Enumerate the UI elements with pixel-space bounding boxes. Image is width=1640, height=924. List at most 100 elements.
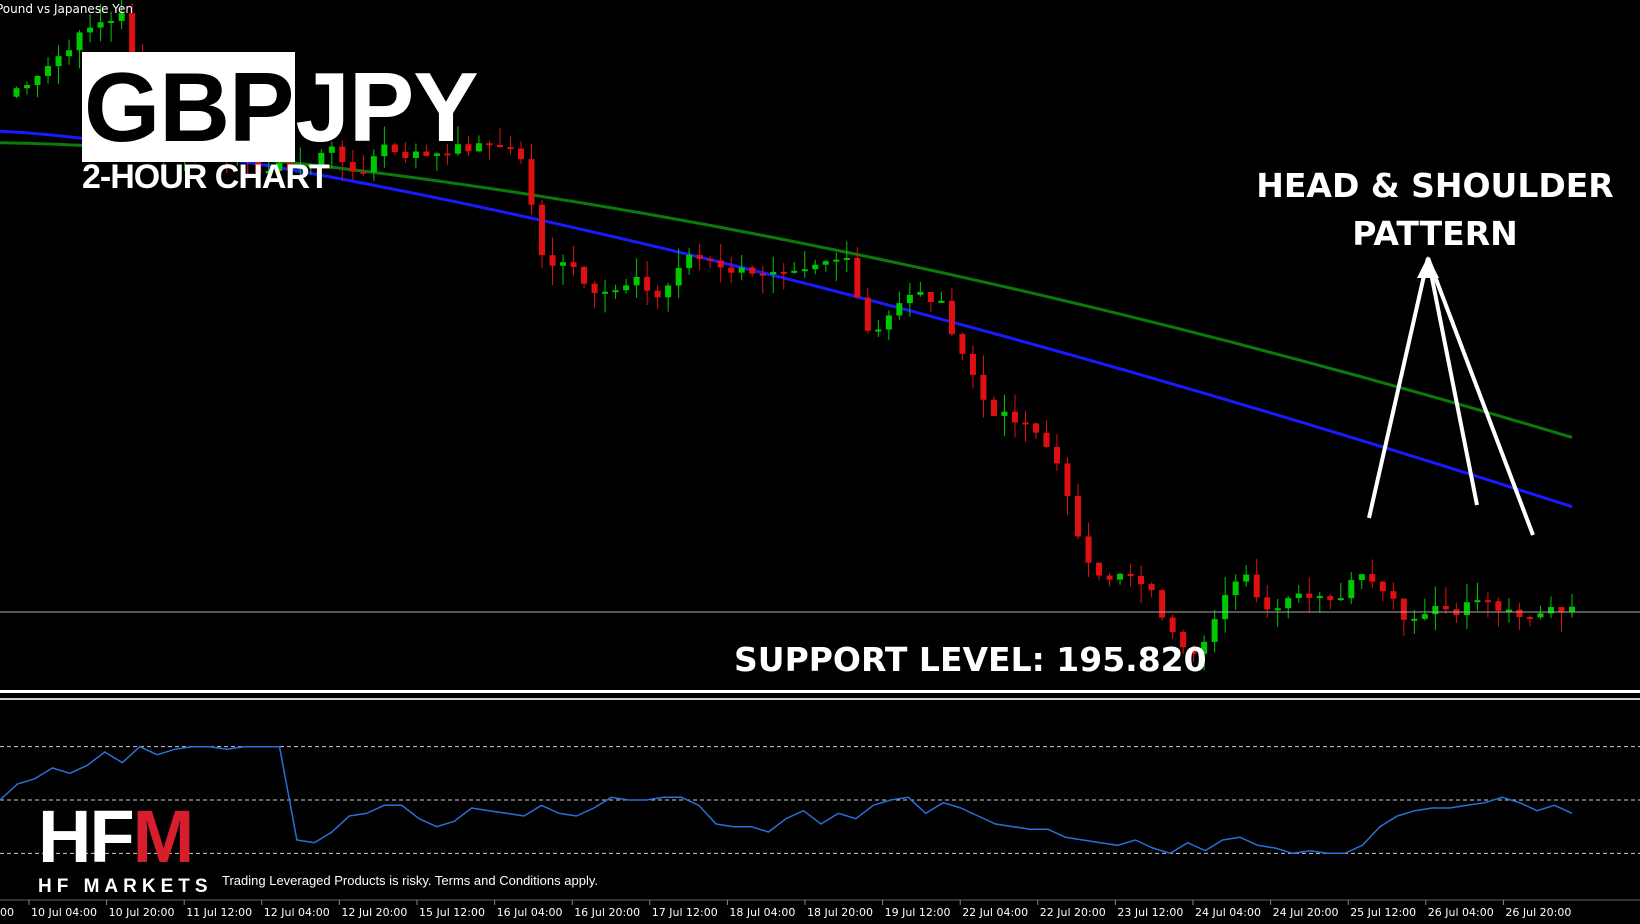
candle-body xyxy=(1558,606,1565,613)
candle-body xyxy=(1547,606,1554,614)
candle xyxy=(728,256,735,284)
candle xyxy=(1379,581,1386,602)
time-axis: 00 10 Jul 04:00 10 Jul 20:00 11 Jul 12:00 12… xyxy=(0,900,1571,919)
candle-body xyxy=(496,144,503,148)
candle-body xyxy=(854,257,861,298)
candle xyxy=(801,251,808,278)
candle xyxy=(517,141,524,164)
candle xyxy=(560,254,567,285)
title-quote-currency: JPY xyxy=(295,52,478,162)
candle-body xyxy=(675,267,682,286)
panel-separator-2 xyxy=(0,698,1640,700)
candle xyxy=(1022,410,1029,442)
candle-body xyxy=(349,162,356,172)
candle xyxy=(696,243,703,271)
candle xyxy=(1274,598,1281,627)
candle-body xyxy=(1253,574,1260,598)
candle xyxy=(1253,558,1260,603)
candle xyxy=(1295,585,1302,603)
candle-body xyxy=(665,285,672,298)
candle-body xyxy=(791,270,798,273)
candle-body xyxy=(55,56,62,67)
candle-body xyxy=(612,290,619,293)
candle-body xyxy=(686,254,693,268)
candle-body xyxy=(990,399,997,416)
time-tick-label: 18 Jul 04:00 xyxy=(729,906,795,919)
candle-body xyxy=(1442,606,1449,610)
candle xyxy=(602,279,609,313)
candle xyxy=(959,332,966,360)
candle xyxy=(1075,483,1082,540)
candle-body xyxy=(465,144,472,152)
candle-body xyxy=(528,159,535,205)
candle xyxy=(1421,598,1428,621)
candle-body xyxy=(1085,536,1092,563)
candle-body xyxy=(286,162,293,170)
time-tick-label: 18 Jul 20:00 xyxy=(807,906,873,919)
candle xyxy=(1127,563,1134,587)
candle xyxy=(1526,615,1533,627)
candle-body xyxy=(66,50,73,57)
hfm-logo: HFM xyxy=(38,800,213,874)
candle xyxy=(570,245,577,276)
candle xyxy=(707,256,714,269)
candle xyxy=(875,319,882,337)
candle xyxy=(45,57,52,84)
candle xyxy=(328,141,335,168)
candle-body xyxy=(1526,617,1533,620)
candle xyxy=(1306,577,1313,612)
candle xyxy=(108,11,115,42)
candle xyxy=(1159,588,1166,621)
chart-title: GBPJPY xyxy=(82,52,479,162)
candle xyxy=(1474,582,1481,611)
candle-body xyxy=(749,267,756,274)
support-level-annotation: SUPPORT LEVEL: 195.820 xyxy=(734,640,1207,679)
candle-body xyxy=(1295,593,1302,599)
candle-body xyxy=(1369,574,1376,582)
candle xyxy=(24,81,31,95)
candle xyxy=(906,283,913,317)
candle-body xyxy=(1180,632,1187,648)
candle-body xyxy=(1232,581,1239,596)
brand-name: HF MARKETS xyxy=(38,876,213,897)
time-tick-label: 15 Jul 12:00 xyxy=(419,906,485,919)
candle-body xyxy=(1148,584,1155,591)
candle-body xyxy=(570,262,577,268)
candle-body xyxy=(118,13,125,21)
candle-body xyxy=(906,294,913,304)
candle-body xyxy=(297,166,304,170)
candle xyxy=(990,396,997,416)
pattern-arrow-line xyxy=(1367,257,1430,519)
candle-body xyxy=(1096,562,1103,576)
candle-body xyxy=(1127,573,1134,576)
candle xyxy=(1085,522,1092,577)
chart-subtitle: 2-HOUR CHART xyxy=(82,158,330,196)
candle xyxy=(118,0,125,30)
logo-hf: HF xyxy=(38,795,135,878)
candle xyxy=(717,243,724,283)
candle xyxy=(276,158,283,182)
pattern-annotation-line1: HEAD & SHOULDER xyxy=(1256,166,1614,205)
candle-body xyxy=(591,283,598,293)
candle-body xyxy=(370,156,377,173)
candle-body xyxy=(980,374,987,400)
time-tick-label: 10 Jul 20:00 xyxy=(109,906,175,919)
title-base-currency: GBP xyxy=(82,52,296,162)
candle-body xyxy=(1285,598,1292,609)
candle-body xyxy=(1348,580,1355,599)
candle-body xyxy=(875,329,882,332)
candle xyxy=(623,278,630,294)
pattern-arrow-head xyxy=(1417,256,1439,278)
candle xyxy=(644,260,651,306)
candle xyxy=(822,260,829,272)
candle xyxy=(843,241,850,273)
time-tick-label: 26 Jul 20:00 xyxy=(1505,906,1571,919)
candle xyxy=(381,126,388,168)
candle-body xyxy=(318,152,325,165)
candle-body xyxy=(1463,602,1470,616)
candle-body xyxy=(475,143,482,152)
candle xyxy=(1463,583,1470,630)
candle xyxy=(1180,629,1187,654)
candle xyxy=(507,136,514,155)
panel-separator xyxy=(0,690,1640,693)
